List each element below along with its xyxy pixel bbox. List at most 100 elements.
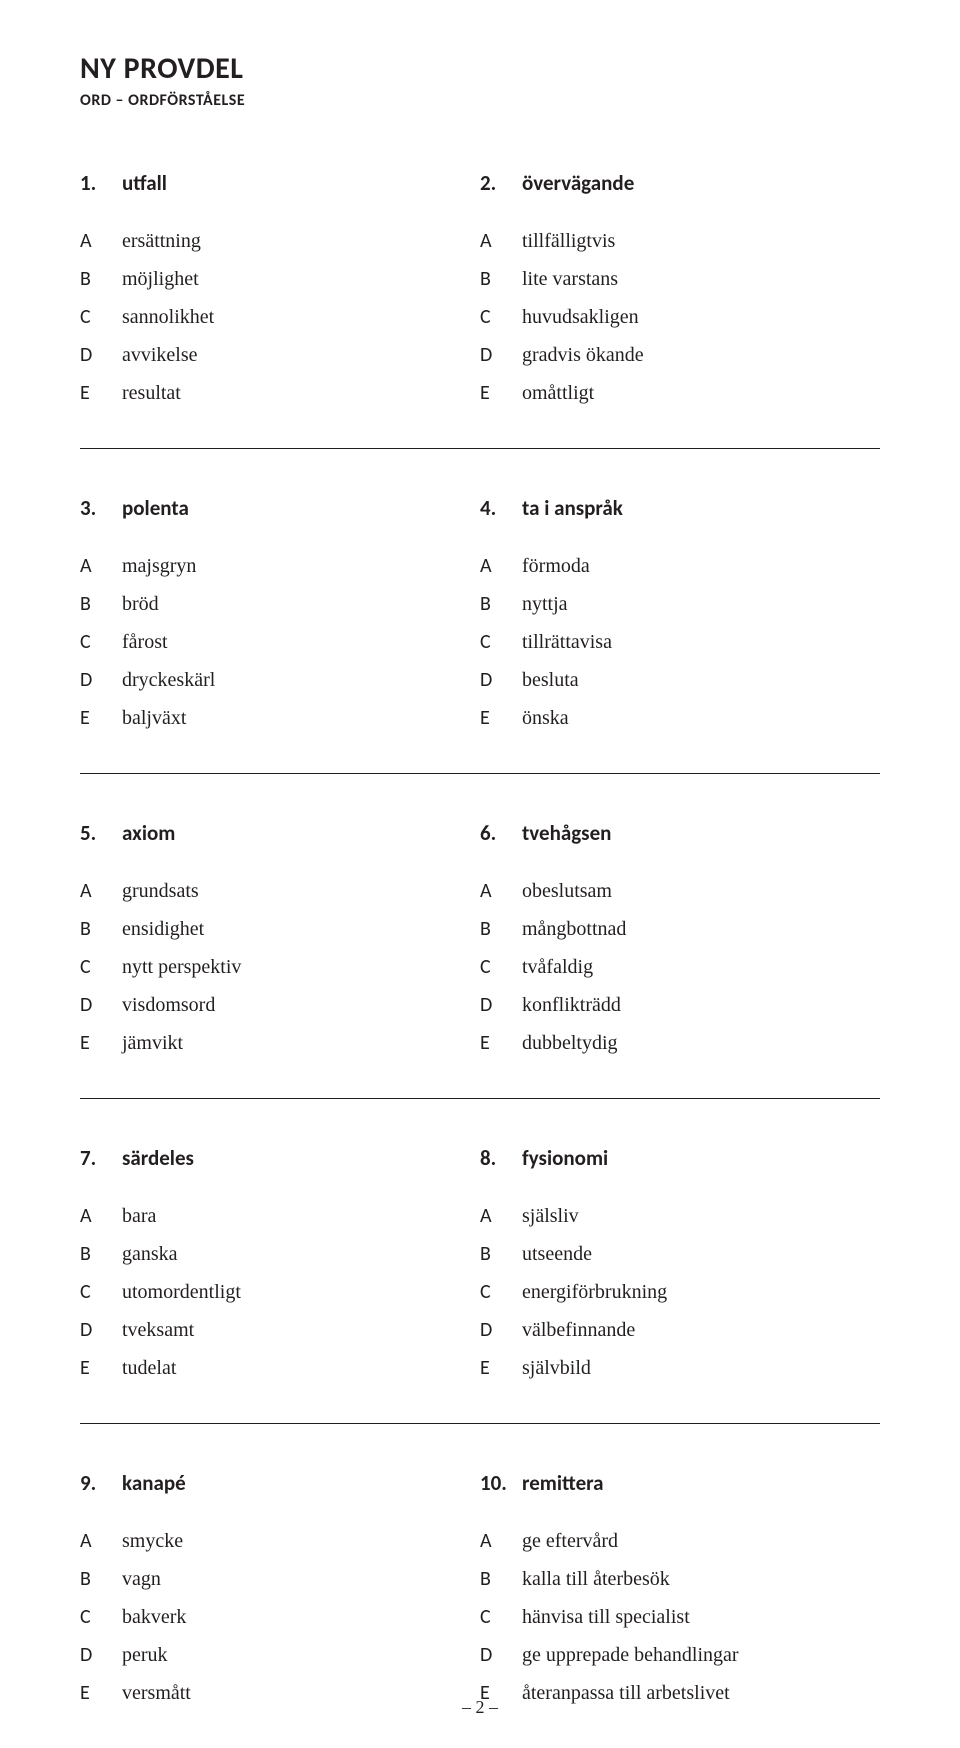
question-block: 3.polentaAmajsgrynBbrödCfårostDdryckeskä… [80, 495, 480, 737]
option-row: Dtveksamt [80, 1311, 480, 1349]
question-row: 3.polentaAmajsgrynBbrödCfårostDdryckeskä… [80, 495, 880, 774]
question-word: ta i anspråk [522, 495, 623, 521]
option-letter: A [480, 1522, 522, 1560]
option-letter: A [480, 1197, 522, 1235]
option-text: mångbottnad [522, 910, 626, 948]
option-letter: E [480, 1349, 522, 1387]
question-title: 6.tvehågsen [480, 820, 880, 846]
option-text: tillrättavisa [522, 623, 612, 661]
option-letter: A [480, 547, 522, 585]
option-text: visdomsord [122, 986, 215, 1024]
option-row: Dperuk [80, 1636, 480, 1674]
option-letter: C [80, 1273, 122, 1311]
option-letter: E [480, 374, 522, 412]
option-row: Dvälbefinnande [480, 1311, 880, 1349]
option-letter: D [480, 336, 522, 374]
option-letter: E [80, 374, 122, 412]
option-row: Csannolikhet [80, 298, 480, 336]
option-letter: C [480, 623, 522, 661]
option-row: Ebaljväxt [80, 699, 480, 737]
option-text: tvåfaldig [522, 948, 593, 986]
option-row: Chuvudsakligen [480, 298, 880, 336]
option-row: Edubbeltydig [480, 1024, 880, 1062]
question-block: 7.särdelesAbaraBganskaCutomordentligtDtv… [80, 1145, 480, 1387]
option-letter: C [80, 948, 122, 986]
option-text: huvudsakligen [522, 298, 639, 336]
option-letter: D [80, 1636, 122, 1674]
question-block: 9.kanapéAsmyckeBvagnCbakverkDperukEversm… [80, 1470, 480, 1712]
option-row: Bbröd [80, 585, 480, 623]
question-row: 1.utfallAersättningBmöjlighetCsannolikhe… [80, 170, 880, 449]
option-letter: D [480, 1636, 522, 1674]
option-letter: E [80, 1349, 122, 1387]
option-row: Aförmoda [480, 547, 880, 585]
option-text: konflikträdd [522, 986, 621, 1024]
option-text: förmoda [522, 547, 590, 585]
question-number: 4. [480, 495, 522, 521]
option-letter: D [80, 336, 122, 374]
question-block: 4.ta i anspråkAförmodaBnyttjaCtillrättav… [480, 495, 880, 737]
option-row: Atillfälligtvis [480, 222, 880, 260]
option-row: Ctvåfaldig [480, 948, 880, 986]
option-letter: B [80, 1560, 122, 1598]
question-number: 7. [80, 1145, 122, 1171]
option-text: hänvisa till specialist [522, 1598, 690, 1636]
option-text: vagn [122, 1560, 161, 1598]
option-text: möjlighet [122, 260, 199, 298]
question-title: 7.särdeles [80, 1145, 480, 1171]
option-text: välbefinnande [522, 1311, 635, 1349]
question-title: 10.remittera [480, 1470, 880, 1496]
option-text: omåttligt [522, 374, 594, 412]
questions-container: 1.utfallAersättningBmöjlighetCsannolikhe… [80, 170, 880, 1748]
option-text: gradvis ökande [522, 336, 644, 374]
option-row: Cfårost [80, 623, 480, 661]
option-letter: A [80, 1197, 122, 1235]
question-title: 5.axiom [80, 820, 480, 846]
option-letter: E [480, 699, 522, 737]
option-text: ensidighet [122, 910, 204, 948]
option-letter: A [480, 872, 522, 910]
option-text: utseende [522, 1235, 592, 1273]
option-row: Eönska [480, 699, 880, 737]
option-text: baljväxt [122, 699, 186, 737]
section-title: NY PROVDEL [80, 50, 880, 87]
option-text: dubbeltydig [522, 1024, 618, 1062]
option-row: Bnyttja [480, 585, 880, 623]
question-row: 7.särdelesAbaraBganskaCutomordentligtDtv… [80, 1145, 880, 1424]
option-text: obeslutsam [522, 872, 612, 910]
option-letter: B [80, 260, 122, 298]
option-row: Esjälvbild [480, 1349, 880, 1387]
option-text: kalla till återbesök [522, 1560, 670, 1598]
option-letter: B [480, 1560, 522, 1598]
option-letter: B [80, 585, 122, 623]
option-letter: A [80, 222, 122, 260]
option-letter: E [480, 1024, 522, 1062]
option-row: Asmycke [80, 1522, 480, 1560]
option-row: Cnytt perspektiv [80, 948, 480, 986]
option-row: Bensidighet [80, 910, 480, 948]
option-text: grundsats [122, 872, 199, 910]
option-letter: B [480, 910, 522, 948]
question-number: 6. [480, 820, 522, 846]
option-row: Agrundsats [80, 872, 480, 910]
option-row: Blite varstans [480, 260, 880, 298]
option-text: besluta [522, 661, 579, 699]
option-text: ge upprepade behandlingar [522, 1636, 739, 1674]
option-letter: B [80, 1235, 122, 1273]
option-text: avvikelse [122, 336, 198, 374]
option-text: bröd [122, 585, 159, 623]
option-text: självbild [522, 1349, 591, 1387]
option-row: Asjälsliv [480, 1197, 880, 1235]
option-row: Dgradvis ökande [480, 336, 880, 374]
option-row: Etudelat [80, 1349, 480, 1387]
option-text: peruk [122, 1636, 168, 1674]
question-title: 8.fysionomi [480, 1145, 880, 1171]
question-block: 10.remitteraAge eftervårdBkalla till åte… [480, 1470, 880, 1712]
option-letter: D [80, 986, 122, 1024]
option-row: Bganska [80, 1235, 480, 1273]
option-letter: C [80, 623, 122, 661]
question-number: 8. [480, 1145, 522, 1171]
option-letter: D [80, 1311, 122, 1349]
option-letter: D [480, 1311, 522, 1349]
option-letter: C [480, 1598, 522, 1636]
